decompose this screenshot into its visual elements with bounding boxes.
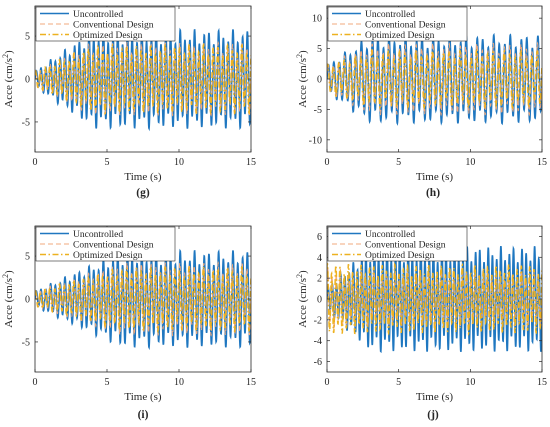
plot-area xyxy=(35,27,251,132)
legend-label-1: Uncontrolled xyxy=(73,230,123,240)
y-axis-label-tail: ) xyxy=(297,50,309,54)
y-tick-label: 5 xyxy=(25,252,30,263)
x-axis-label: Time (s) xyxy=(124,171,162,183)
y-tick-label: 5 xyxy=(25,32,30,43)
x-tick-label: 10 xyxy=(174,157,184,168)
y-tick-label: -6 xyxy=(314,357,322,368)
x-tick-label: 0 xyxy=(33,157,38,168)
legend-label-3: Optimized Design xyxy=(73,251,143,261)
y-axis-label-superscript: 2 xyxy=(1,54,10,58)
x-tick-label: 5 xyxy=(105,157,110,168)
x-tick-label: 0 xyxy=(325,377,330,388)
x-tick-label: 15 xyxy=(246,377,256,388)
legend-box xyxy=(35,6,176,42)
y-tick-label: 2 xyxy=(317,274,322,285)
y-tick-label: -5 xyxy=(22,117,30,128)
y-tick-label: -2 xyxy=(314,315,322,326)
chart-panel-1: 0 5 10 15 -5 0 5 Time (s) Acce (cm/s2) Uncontroll… xyxy=(1,5,256,199)
x-tick-label: 15 xyxy=(537,157,547,168)
y-axis-label-superscript: 2 xyxy=(1,274,10,278)
x-tick-label: 5 xyxy=(396,377,401,388)
x-tick-label: 10 xyxy=(465,157,475,168)
panel-label: (g) xyxy=(136,187,150,199)
series-line-3 xyxy=(35,264,251,335)
legend-label-1: Uncontrolled xyxy=(365,10,415,20)
legend-label-2: Conventional Design xyxy=(365,240,446,250)
panel-label: (h) xyxy=(426,187,440,199)
panel-label: (j) xyxy=(427,409,439,421)
y-tick-label: 5 xyxy=(317,44,322,55)
legend-label-1: Uncontrolled xyxy=(365,230,415,240)
plot-area xyxy=(35,248,251,351)
y-axis-label-main: Acce (cm/s xyxy=(3,58,15,108)
x-tick-label: 10 xyxy=(174,377,184,388)
y-tick-label: 0 xyxy=(317,75,322,86)
y-axis-label-main: Acce (cm/s xyxy=(297,58,309,108)
y-axis-label: Acce (cm/s2) xyxy=(1,270,15,328)
plot-area xyxy=(327,31,542,126)
x-tick-label: 10 xyxy=(465,377,475,388)
y-tick-label: 6 xyxy=(317,232,322,243)
y-tick-label: 0 xyxy=(25,295,30,306)
legend-label-3: Optimized Design xyxy=(73,31,143,41)
legend-label-2: Conventional Design xyxy=(73,240,154,250)
y-tick-label: -10 xyxy=(309,135,322,146)
y-tick-label: 0 xyxy=(317,295,322,306)
x-tick-label: 15 xyxy=(246,157,256,168)
y-tick-label: 0 xyxy=(25,75,30,86)
y-tick-label: 10 xyxy=(312,14,322,25)
chart-panel-3: 0 5 10 15 -5 0 5 Time (s) Acce (cm/s2) Uncontroll… xyxy=(1,225,256,421)
x-tick-label: 0 xyxy=(325,157,330,168)
y-axis-label-tail: ) xyxy=(3,50,15,54)
y-axis-label: Acce (cm/s2) xyxy=(295,270,309,328)
series-line-3 xyxy=(327,48,542,110)
legend-label-2: Conventional Design xyxy=(365,20,446,30)
x-tick-label: 0 xyxy=(33,377,38,388)
y-tick-label: -4 xyxy=(314,336,322,347)
chart-panel-2: 0 5 10 15 -10 -5 0 5 10 Time (s) Acce (cm/s2) Uncon… xyxy=(295,5,547,199)
x-axis-label: Time (s) xyxy=(416,391,454,403)
plot-area xyxy=(327,245,542,354)
x-axis-label: Time (s) xyxy=(124,391,162,403)
y-tick-label: -5 xyxy=(22,337,30,348)
y-axis-label-tail: ) xyxy=(3,270,15,274)
y-axis-label-main: Acce (cm/s xyxy=(297,278,309,328)
legend-label-1: Uncontrolled xyxy=(73,10,123,20)
y-axis-label-main: Acce (cm/s xyxy=(3,278,15,328)
y-axis-label-superscript: 2 xyxy=(295,54,304,58)
y-axis-label: Acce (cm/s2) xyxy=(295,50,309,108)
panel-label: (i) xyxy=(138,409,149,421)
legend-label-2: Conventional Design xyxy=(73,20,154,30)
y-axis-label-superscript: 2 xyxy=(295,274,304,278)
legend-label-3: Optimized Design xyxy=(365,251,435,261)
legend-label-3: Optimized Design xyxy=(365,31,435,41)
series-line-3 xyxy=(35,41,251,117)
series-line-2 xyxy=(35,260,251,337)
x-axis-label: Time (s) xyxy=(416,171,454,183)
series-line-3 xyxy=(327,262,542,337)
y-axis-label-tail: ) xyxy=(297,270,309,274)
y-axis-label: Acce (cm/s2) xyxy=(1,50,15,108)
y-tick-label: 4 xyxy=(317,253,322,264)
y-tick-label: -5 xyxy=(314,105,322,116)
x-tick-label: 5 xyxy=(105,377,110,388)
x-tick-label: 15 xyxy=(537,377,547,388)
x-tick-label: 5 xyxy=(396,157,401,168)
